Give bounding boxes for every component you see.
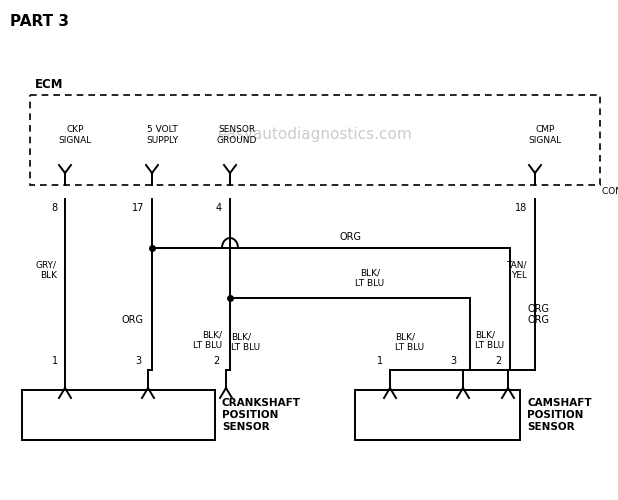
Text: SENSOR
GROUND: SENSOR GROUND [217, 126, 257, 144]
Text: easyautodiagnostics.com: easyautodiagnostics.com [218, 128, 412, 142]
Text: 4: 4 [216, 203, 222, 213]
Bar [355, 390, 520, 440]
Text: 5 VOLT
SUPPLY: 5 VOLT SUPPLY [146, 126, 178, 144]
Text: CAMSHAFT
POSITION
SENSOR: CAMSHAFT POSITION SENSOR [527, 398, 591, 432]
Bar [30, 95, 600, 185]
Text: 1: 1 [377, 356, 383, 366]
Text: ORG: ORG [528, 315, 550, 325]
Text: 3: 3 [450, 356, 456, 366]
Text: 18: 18 [515, 203, 527, 213]
Text: GRY/
BLK: GRY/ BLK [36, 260, 57, 280]
Text: CRANKSHAFT
POSITION
SENSOR: CRANKSHAFT POSITION SENSOR [222, 398, 301, 432]
Text: 2: 2 [495, 356, 501, 366]
Text: CMP
SIGNAL: CMP SIGNAL [528, 126, 562, 144]
Bar [22, 390, 215, 440]
Text: ORG: ORG [528, 304, 550, 314]
Text: TAN/
YEL: TAN/ YEL [507, 260, 527, 280]
Text: ORG: ORG [340, 232, 362, 242]
Text: ECM: ECM [35, 78, 64, 91]
Text: PART 3: PART 3 [10, 14, 69, 29]
Text: 8: 8 [51, 203, 57, 213]
Text: 3: 3 [135, 356, 141, 366]
Text: BLK/
LT BLU: BLK/ LT BLU [395, 332, 424, 351]
Text: BLK/
LT BLU: BLK/ LT BLU [231, 332, 260, 351]
Text: 2: 2 [213, 356, 219, 366]
Text: 1: 1 [52, 356, 58, 366]
Text: BLK/
LT BLU: BLK/ LT BLU [355, 268, 384, 288]
Text: ORG: ORG [122, 315, 144, 325]
Text: BLK/
LT BLU: BLK/ LT BLU [193, 330, 222, 349]
Text: 17: 17 [132, 203, 144, 213]
Text: CKP
SIGNAL: CKP SIGNAL [58, 126, 91, 144]
Text: BLK/
LT BLU: BLK/ LT BLU [475, 330, 504, 349]
Text: CONN. 1: CONN. 1 [602, 187, 618, 196]
